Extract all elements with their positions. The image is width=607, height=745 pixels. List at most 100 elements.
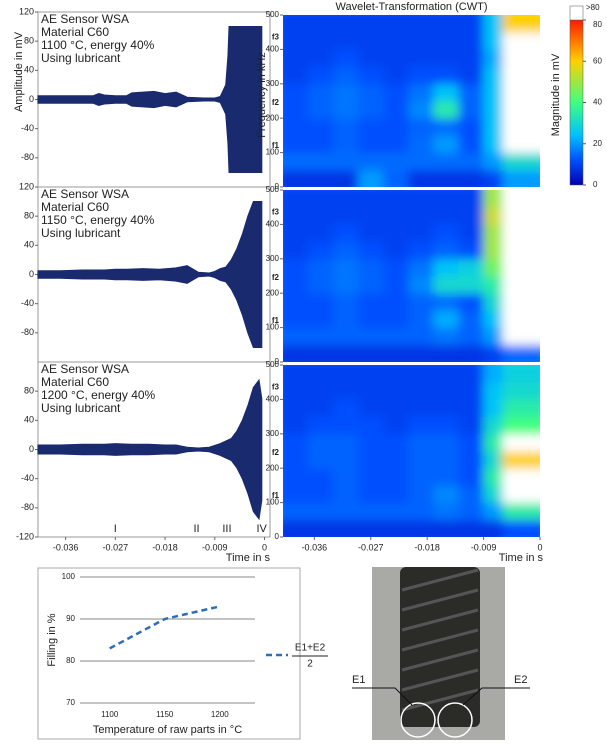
panel-text: AE Sensor WSA [41,362,129,376]
y-tick-label: 40 [24,65,34,75]
heat-cell [502,66,540,85]
y-tick-label: 120 [19,6,34,16]
x-axis-label: Time in s [499,552,544,564]
heat-cell [458,258,485,277]
heat-cell [433,32,460,50]
heat-cell [483,276,503,294]
heat-cell [358,32,384,50]
heat-cell [408,258,434,277]
heat-cell [383,485,409,504]
phase-label: I [114,523,117,535]
heat-cell [308,83,334,102]
heat-cell [483,310,503,329]
heat-cell [283,135,309,154]
heat-cell [433,293,460,311]
y-tick-label: 80 [24,211,34,221]
heat-cell [308,416,334,435]
heat-cell [408,382,434,400]
heat-cell [308,241,334,260]
heat-cell [283,327,309,346]
heat-cell [408,310,434,329]
heat-cell [408,468,434,486]
heat-cell [308,15,334,33]
heat-cell [502,83,540,102]
heat-cell [283,416,309,435]
heat-cell [502,15,540,33]
heat-cell [383,468,409,486]
heat-cell [433,344,460,362]
heat-cell [408,32,434,50]
heat-cell [502,276,540,294]
heat-cell [308,32,334,50]
heat-cell [433,416,460,435]
chart-title: Wavelet-Transformation (CWT) [336,1,488,13]
heat-cell [383,399,409,418]
heat-cell [283,468,309,486]
heat-cell [502,468,540,486]
y-tick-label: 80 [24,36,34,46]
heat-cell [458,83,485,102]
x-tick-label: 0 [537,542,542,552]
heat-cell [458,416,485,435]
freq-mark: f3 [272,32,280,41]
heat-cell [358,241,384,260]
x-tick-label: -0.009 [202,542,228,552]
heat-cell [458,169,485,187]
heat-cell [433,485,460,504]
heat-cell [383,276,409,294]
heat-cell [333,32,359,50]
heat-cell [458,344,485,362]
heat-cell [333,451,359,469]
heat-cell [358,276,384,294]
heat-cell [408,276,434,294]
heat-cell [483,416,503,435]
freq-mark: f2 [272,98,280,107]
heat-cell [433,190,460,208]
heat-cell [333,169,359,187]
x-tick-label: 1200 [211,710,229,719]
heat-cell [458,485,485,504]
y-axis-label: Amplitude in mV [13,31,25,112]
line-series [109,605,221,650]
heat-cell [358,382,384,400]
y-tick-label: -80 [21,327,34,337]
heat-cell [308,293,334,311]
panel-text: Using lubricant [41,401,121,415]
colorbar-over [569,5,584,21]
x-tick-label: -0.018 [414,542,440,552]
heat-cell [333,293,359,311]
heat-cell [433,433,460,452]
heat-cell [433,101,460,119]
heat-cell [283,258,309,277]
y-tick-label: 100 [266,148,280,157]
y-tick-label: 0 [29,269,34,279]
heat-cell [358,344,384,362]
heat-cell [358,258,384,277]
heat-cell [358,224,384,243]
heat-cell [283,66,309,85]
heat-cell [308,485,334,504]
colorbar-tick-label: 40 [593,98,602,107]
heat-cell [333,49,359,68]
heat-cell [408,399,434,418]
legend-label: 2 [307,659,313,670]
y-tick-label: 500 [266,185,280,194]
heat-cell [458,468,485,486]
freq-mark: f1 [272,491,280,500]
heat-cell [383,344,409,362]
heat-cell [358,327,384,346]
heat-cell [283,169,309,187]
heat-cell [502,433,540,452]
heat-cell [283,433,309,452]
heat-cell [333,83,359,102]
x-tick-label: -0.036 [53,542,79,552]
heat-cell [502,416,540,435]
heat-cell [502,344,540,362]
heat-cell [458,293,485,311]
heat-cell [383,135,409,154]
x-axis-label: Temperature of raw parts in °C [93,724,242,736]
y-tick-label: 200 [266,463,280,472]
heat-cell [483,169,503,187]
y-tick-label: 70 [66,698,75,707]
x-tick-label: 0 [262,542,267,552]
